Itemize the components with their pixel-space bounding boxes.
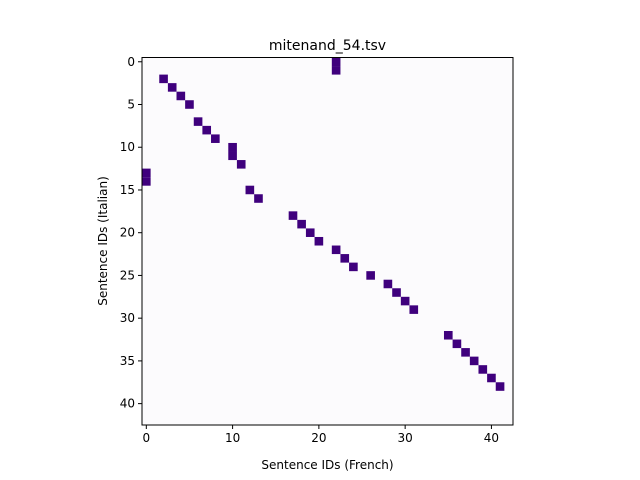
y-tick-label: 5 bbox=[127, 98, 135, 112]
heatmap-cell bbox=[340, 254, 350, 263]
x-tick-label: 30 bbox=[398, 431, 413, 445]
y-tick-label: 30 bbox=[120, 311, 135, 325]
heatmap-cell bbox=[478, 365, 488, 374]
heatmap-cell bbox=[487, 373, 496, 383]
y-tick-label: 20 bbox=[120, 226, 135, 240]
heatmap-cell bbox=[288, 211, 298, 220]
heatmap-cell bbox=[366, 271, 375, 280]
heatmap-cell bbox=[409, 305, 419, 314]
plot-area bbox=[142, 57, 513, 425]
heatmap-cell bbox=[383, 279, 393, 289]
heatmap-cell bbox=[305, 228, 315, 237]
heatmap-cell bbox=[331, 245, 341, 255]
y-tick-label: 10 bbox=[120, 140, 135, 154]
heatmap-cell bbox=[469, 356, 479, 366]
heatmap-cell bbox=[142, 177, 151, 186]
y-tick-label: 15 bbox=[120, 183, 135, 197]
heatmap-cells bbox=[142, 57, 505, 391]
y-axis-label: Sentence IDs (Italian) bbox=[96, 176, 110, 306]
heatmap-cell bbox=[331, 57, 341, 67]
heatmap-cell bbox=[202, 125, 212, 135]
heatmap-cell bbox=[349, 262, 358, 272]
heatmap-cell bbox=[185, 100, 194, 109]
heatmap-cell bbox=[167, 83, 177, 92]
x-axis-ticks: 0 10 20 30 40 bbox=[142, 425, 499, 445]
heatmap-cell bbox=[461, 348, 470, 357]
y-tick-label: 25 bbox=[120, 268, 135, 282]
plot-frame bbox=[141, 57, 514, 426]
heatmap-cell bbox=[254, 194, 263, 203]
heatmap-cell bbox=[443, 330, 453, 340]
heatmap-cell bbox=[245, 185, 255, 195]
heatmap-cell bbox=[236, 160, 246, 169]
heatmap-cell bbox=[392, 288, 401, 297]
heatmap-cell bbox=[400, 296, 410, 306]
y-tick-label: 35 bbox=[120, 354, 135, 368]
x-tick-label: 0 bbox=[142, 431, 150, 445]
heatmap-cell bbox=[159, 74, 168, 84]
heatmap-cell bbox=[495, 382, 505, 391]
heatmap-cell bbox=[176, 91, 186, 101]
y-tick-label: 0 bbox=[127, 55, 135, 69]
heatmap-cell bbox=[142, 168, 151, 178]
heatmap-cell bbox=[228, 142, 237, 152]
heatmap-cell bbox=[228, 151, 237, 161]
heatmap-cell bbox=[297, 219, 306, 229]
y-tick-label: 40 bbox=[120, 397, 135, 411]
x-tick-label: 10 bbox=[225, 431, 240, 445]
x-tick-label: 40 bbox=[484, 431, 499, 445]
x-tick-label: 20 bbox=[311, 431, 326, 445]
heatmap-cell bbox=[193, 117, 203, 126]
y-axis-ticks: 0 5 10 15 20 25 30 35 40 bbox=[120, 55, 142, 411]
chart-title: mitenand_54.tsv bbox=[269, 38, 386, 54]
x-axis-label: Sentence IDs (French) bbox=[261, 458, 393, 472]
heatmap-cell bbox=[211, 134, 220, 143]
heatmap-cell bbox=[314, 236, 324, 246]
heatmap-cell bbox=[452, 339, 462, 349]
heatmap-cell bbox=[331, 66, 341, 75]
